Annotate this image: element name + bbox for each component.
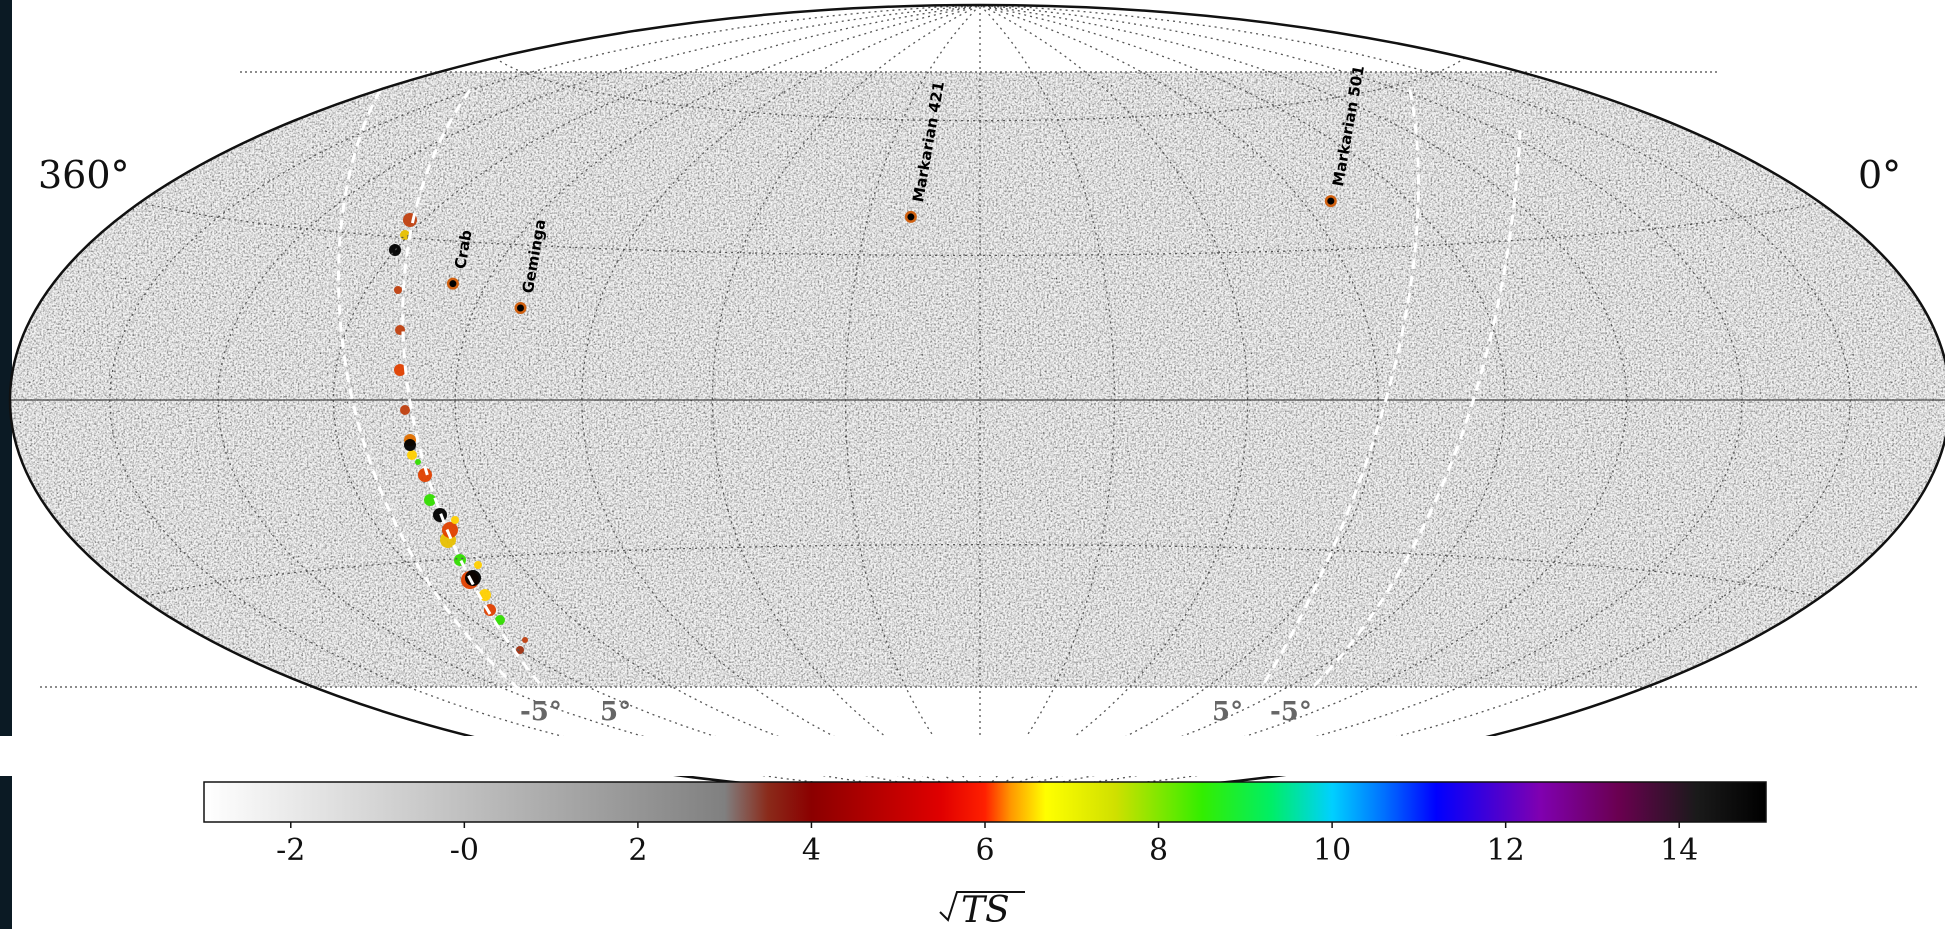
band-label-left-minus: -5° [520, 697, 562, 727]
colorbar: -2 -0 2 4 6 8 10 12 14 TS [203, 781, 1767, 929]
colorbar-tick-label: -0 [450, 833, 479, 868]
colorbar-tick-label: 2 [628, 833, 647, 868]
longitude-left-label: 360° [38, 153, 130, 197]
emission-blob [442, 522, 458, 538]
emission-blob [424, 494, 436, 506]
emission-blob [418, 468, 432, 482]
graticule-parallel [139, 543, 1821, 599]
colorbar-tick-label: -2 [276, 833, 305, 868]
graticule-parallel [139, 201, 1821, 257]
galactic-band-edge [1308, 129, 1522, 692]
graticule-meridian [332, 4, 981, 796]
graticule-parallel [494, 57, 1466, 122]
emission-blob [389, 244, 401, 256]
galactic-plane-band [337, 89, 1522, 692]
source-marker [516, 304, 524, 312]
emission-blob [400, 405, 410, 415]
colorbar-gradient [203, 781, 1767, 823]
colorbar-tick-label: 6 [975, 833, 994, 868]
colorbar-tick-label: 14 [1660, 833, 1698, 868]
colorbar-title-text: TS [961, 890, 1010, 929]
colorbar-tick-label: 12 [1487, 833, 1525, 868]
graticule-meridian [979, 4, 1506, 796]
graticule-meridian [979, 4, 1628, 796]
emission-blob [474, 561, 482, 569]
colorbar-title: TS [939, 890, 1025, 929]
sky-data-region [10, 72, 1945, 687]
emission-blob [394, 364, 406, 376]
emission-blob [415, 459, 421, 465]
graticule-meridian [454, 4, 981, 796]
source-marker [1327, 197, 1335, 205]
longitude-right-label: 0° [1858, 153, 1901, 197]
emission-blob [404, 439, 416, 451]
colorbar-tick-label: 4 [802, 833, 821, 868]
source-marker [449, 280, 457, 288]
galactic-band-edge [337, 89, 522, 692]
galactic-band-edge [401, 89, 547, 691]
emission-blob [516, 646, 524, 654]
band-label-right-plus: 5° [1212, 697, 1243, 727]
band-label-right-minus: -5° [1270, 697, 1312, 727]
emission-blob [451, 516, 459, 524]
emission-blob [522, 637, 528, 643]
emission-blob [495, 615, 505, 625]
ellipse-cut [0, 736, 1945, 776]
colorbar-tick-label: 8 [1149, 833, 1168, 868]
colorbar-ticks: -2 -0 2 4 6 8 10 12 14 [276, 822, 1698, 868]
galactic-band-edge [1258, 89, 1420, 691]
source-marker [907, 213, 915, 221]
emission-blob [394, 286, 402, 294]
band-label-left-plus: 5° [600, 697, 631, 727]
emission-blob [407, 450, 417, 460]
sky-noise [10, 72, 1945, 687]
emission-blob [465, 570, 481, 586]
graticule [9, 4, 1945, 796]
colorbar-tick-label: 10 [1313, 833, 1351, 868]
